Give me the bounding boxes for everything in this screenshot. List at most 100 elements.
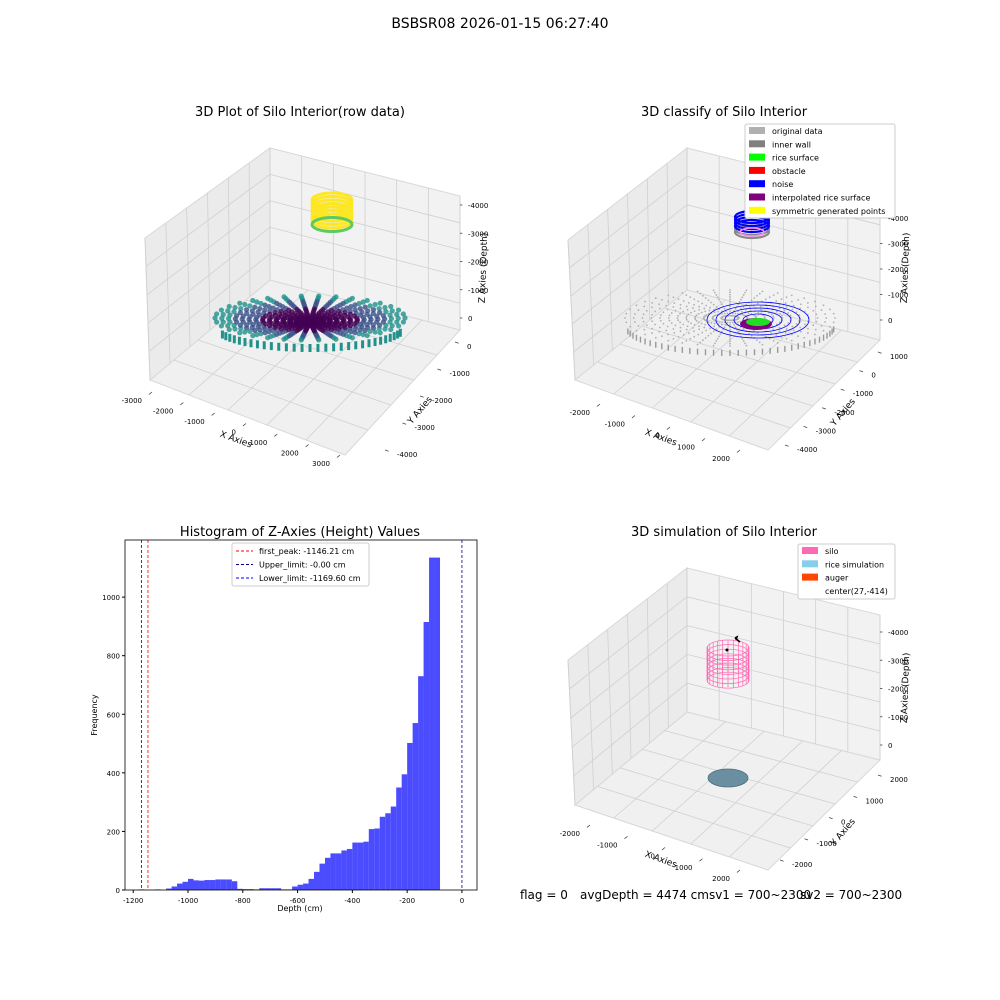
classify-original-point <box>707 334 710 337</box>
classify-original-point <box>690 322 692 325</box>
legend-swatch <box>749 206 765 214</box>
classify-original-point <box>686 325 689 328</box>
classify-original-point <box>729 335 731 338</box>
classify-original-point <box>659 317 661 319</box>
classify-original-point <box>759 305 762 308</box>
classify-original-point <box>685 315 688 318</box>
classify-original-point <box>685 339 688 342</box>
histogram-x-tick-label: -600 <box>290 897 306 905</box>
classify-original-point <box>729 296 731 298</box>
classify-original-point <box>787 322 790 324</box>
raw-point <box>394 311 400 318</box>
classify-plot-title: 3D classify of Silo Interior <box>641 105 808 120</box>
classify-original-point <box>693 335 696 338</box>
classify-original-point <box>714 314 717 317</box>
raw-z-label: Z Axies (Depth) <box>478 233 490 304</box>
classify-original-point <box>772 294 775 297</box>
grid-line <box>646 598 651 744</box>
raw-point <box>250 332 256 339</box>
raw-data-3d-plot: 3D Plot of Silo Interior(row data) -3000 -… <box>122 105 491 468</box>
grid-line <box>690 319 804 423</box>
classify-original-point <box>778 303 781 306</box>
classify-original-point <box>697 333 700 336</box>
classify-original-point <box>715 306 718 308</box>
classify-original-point <box>624 317 626 319</box>
classify-original-point <box>710 301 712 304</box>
legend-label: auger <box>825 574 849 583</box>
raw-x-tick-label: 3000 <box>312 460 330 468</box>
classify-original-point <box>685 305 688 308</box>
classify-original-point <box>714 291 716 294</box>
grid-line <box>627 613 632 759</box>
classify-original-point <box>672 337 675 340</box>
histogram-bar <box>215 879 221 890</box>
raw-x-tick-label: 2000 <box>281 450 299 458</box>
sim-y-tick-label: 1000 <box>866 797 884 805</box>
legend-swatch <box>749 166 765 174</box>
raw-point <box>347 315 353 322</box>
classify-original-point <box>704 337 707 339</box>
simulation-silo <box>706 639 750 689</box>
histogram-bar <box>374 828 380 890</box>
classify-original-point <box>729 345 731 347</box>
classify-original-point <box>729 310 731 312</box>
raw-z-tick-label: -3000 <box>468 230 488 238</box>
classify-original-point <box>644 333 646 336</box>
raw-z-tick-label: 0 <box>468 315 472 323</box>
sim-x-tick <box>624 835 628 839</box>
classify-original-point <box>715 294 718 296</box>
classify-original-point <box>742 306 745 308</box>
cls-y-tick <box>840 388 845 391</box>
histogram-y-tick-label: 600 <box>107 711 120 719</box>
raw-top-ring <box>310 216 354 233</box>
classify-original-point <box>790 300 793 303</box>
legend-swatch <box>749 180 765 188</box>
histogram-bar <box>177 883 183 890</box>
classify-original-point <box>812 324 815 327</box>
classify-original-point <box>702 339 704 342</box>
classify-original-point <box>672 306 675 308</box>
sim-y-tick-label: -2000 <box>792 861 812 869</box>
raw-point <box>374 313 380 319</box>
histogram-bar <box>418 676 424 890</box>
legend-label: first_peak: -1146.21 cm <box>259 547 354 556</box>
raw-y-tick-label: -1000 <box>450 370 470 378</box>
classify-original-point <box>815 320 818 323</box>
raw-point <box>227 312 233 318</box>
grid-line <box>587 644 595 790</box>
simulation-legend-frame <box>797 543 896 600</box>
classify-original-point <box>727 319 730 322</box>
classify-original-point <box>645 309 648 312</box>
classify-original-point <box>694 315 697 318</box>
grid-line <box>567 659 576 806</box>
raw-point <box>352 302 358 308</box>
raw-point <box>356 300 362 307</box>
classify-original-point <box>668 319 671 322</box>
classify-original-point <box>814 328 817 331</box>
classify-original-point <box>764 317 766 319</box>
classify-original-point <box>651 332 654 334</box>
sim-x-tick-label: -1000 <box>597 841 617 849</box>
classify-original-point <box>715 340 718 342</box>
classify-original-point <box>824 321 826 323</box>
raw-z-tick-label: -2000 <box>468 259 488 267</box>
classify-original-point <box>654 336 657 339</box>
grid-line <box>651 730 765 832</box>
raw-y-tick <box>437 368 442 371</box>
classify-original-point <box>834 317 836 319</box>
classify-original-point <box>731 321 734 324</box>
classify-original-point <box>775 334 778 336</box>
grid-line <box>269 253 461 304</box>
classify-original-point <box>710 322 713 324</box>
classify-original-point <box>658 330 661 333</box>
classify-original-point <box>824 313 826 315</box>
raw-point <box>234 313 240 319</box>
avg-depth-status: avgDepth = 4474 cmsv1 = 700~2300 <box>580 888 812 902</box>
classify-original-point <box>717 310 719 313</box>
raw-point <box>254 299 260 305</box>
classify-original-point <box>744 342 746 345</box>
cls-y-tick <box>859 370 864 373</box>
classify-original-point <box>651 306 653 309</box>
classify-original-point <box>721 312 723 315</box>
classify-original-point <box>712 330 715 333</box>
